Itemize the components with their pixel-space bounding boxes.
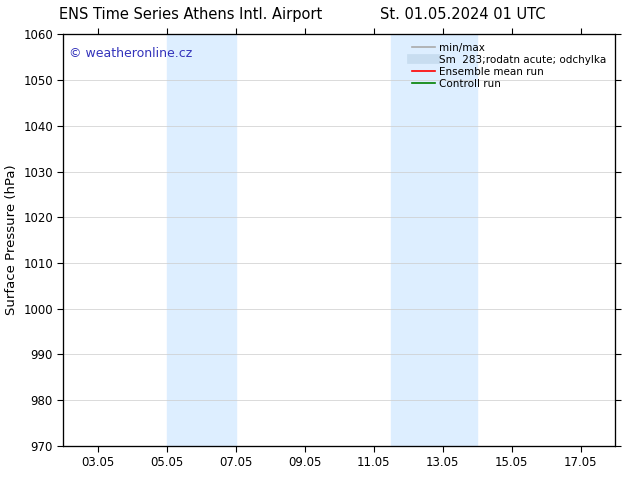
Bar (391, 34, 477, 446)
Text: ENS Time Series Athens Intl. Airport: ENS Time Series Athens Intl. Airport (58, 7, 322, 23)
Text: © weatheronline.cz: © weatheronline.cz (69, 47, 192, 60)
Text: St. 01.05.2024 01 UTC: St. 01.05.2024 01 UTC (380, 7, 546, 23)
Legend: min/max, Sm  283;rodatn acute; odchylka, Ensemble mean run, Controll run: min/max, Sm 283;rodatn acute; odchylka, … (409, 40, 610, 92)
Y-axis label: Surface Pressure (hPa): Surface Pressure (hPa) (4, 165, 18, 316)
Bar (167, 34, 236, 446)
